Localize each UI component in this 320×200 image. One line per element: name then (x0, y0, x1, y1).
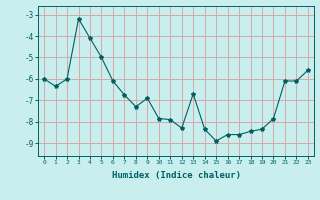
X-axis label: Humidex (Indice chaleur): Humidex (Indice chaleur) (111, 171, 241, 180)
